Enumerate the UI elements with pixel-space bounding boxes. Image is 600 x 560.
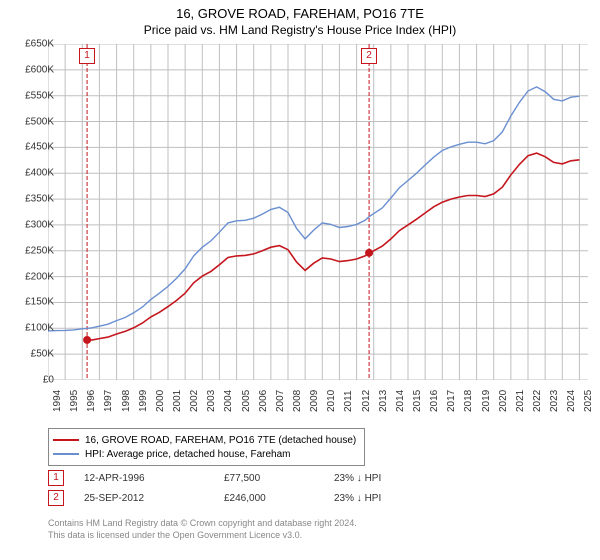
legend-row-0: 16, GROVE ROAD, FAREHAM, PO16 7TE (detac…	[53, 433, 356, 447]
y-tick-label: £350K	[25, 194, 54, 205]
chart-container: 16, GROVE ROAD, FAREHAM, PO16 7TE Price …	[0, 0, 600, 560]
x-tick-label: 2022	[532, 390, 543, 412]
x-tick-label: 2003	[206, 390, 217, 412]
y-tick-label: £0	[43, 375, 54, 386]
y-tick-label: £500K	[25, 116, 54, 127]
sales-date-1: 25-SEP-2012	[84, 493, 224, 504]
legend-swatch-0	[53, 439, 79, 441]
x-tick-label: 2018	[463, 390, 474, 412]
chart-marker: 1	[79, 48, 95, 64]
y-tick-label: £600K	[25, 64, 54, 75]
x-tick-label: 2009	[309, 390, 320, 412]
y-tick-label: £200K	[25, 271, 54, 282]
x-tick-label: 2004	[223, 390, 234, 412]
x-tick-label: 2023	[549, 390, 560, 412]
y-tick-label: £650K	[25, 39, 54, 50]
x-tick-label: 2013	[378, 390, 389, 412]
x-tick-label: 2010	[326, 390, 337, 412]
sales-diff-0: 23% ↓ HPI	[334, 473, 484, 484]
x-tick-label: 2007	[275, 390, 286, 412]
footnote-line2: This data is licensed under the Open Gov…	[48, 530, 357, 542]
x-tick-label: 1994	[52, 390, 63, 412]
y-tick-label: £150K	[25, 297, 54, 308]
title-line1: 16, GROVE ROAD, FAREHAM, PO16 7TE	[0, 6, 600, 23]
x-tick-label: 2000	[155, 390, 166, 412]
x-tick-label: 2025	[583, 390, 594, 412]
x-tick-label: 2001	[172, 390, 183, 412]
title-line2: Price paid vs. HM Land Registry's House …	[0, 23, 600, 39]
x-tick-label: 2011	[343, 390, 354, 412]
y-tick-label: £300K	[25, 219, 54, 230]
legend-label-0: 16, GROVE ROAD, FAREHAM, PO16 7TE (detac…	[85, 435, 356, 446]
x-tick-label: 1999	[138, 390, 149, 412]
sales-marker-0: 1	[48, 470, 64, 486]
x-tick-label: 1996	[86, 390, 97, 412]
sales-date-0: 12-APR-1996	[84, 473, 224, 484]
y-tick-label: £400K	[25, 168, 54, 179]
x-tick-label: 2015	[412, 390, 423, 412]
title-block: 16, GROVE ROAD, FAREHAM, PO16 7TE Price …	[0, 0, 600, 38]
x-tick-label: 2019	[481, 390, 492, 412]
sales-price-1: £246,000	[224, 493, 334, 504]
x-tick-label: 1995	[69, 390, 80, 412]
legend-box: 16, GROVE ROAD, FAREHAM, PO16 7TE (detac…	[48, 428, 365, 466]
sales-row-1: 2 25-SEP-2012 £246,000 23% ↓ HPI	[48, 488, 588, 508]
x-tick-label: 2012	[361, 390, 372, 412]
footnote-line1: Contains HM Land Registry data © Crown c…	[48, 518, 357, 530]
legend-swatch-1	[53, 453, 79, 455]
x-tick-label: 2005	[241, 390, 252, 412]
x-tick-label: 2016	[429, 390, 440, 412]
x-tick-label: 2024	[566, 390, 577, 412]
x-tick-label: 2008	[292, 390, 303, 412]
y-tick-label: £250K	[25, 245, 54, 256]
sales-row-0: 1 12-APR-1996 £77,500 23% ↓ HPI	[48, 468, 588, 488]
x-tick-label: 2006	[258, 390, 269, 412]
y-tick-label: £550K	[25, 90, 54, 101]
sales-table: 1 12-APR-1996 £77,500 23% ↓ HPI 2 25-SEP…	[48, 468, 588, 508]
x-tick-label: 2014	[395, 390, 406, 412]
y-tick-label: £100K	[25, 323, 54, 334]
x-tick-label: 1997	[103, 390, 114, 412]
chart-svg	[48, 44, 588, 380]
x-tick-label: 1998	[121, 390, 132, 412]
legend-row-1: HPI: Average price, detached house, Fare…	[53, 447, 356, 461]
sales-price-0: £77,500	[224, 473, 334, 484]
sales-marker-1: 2	[48, 490, 64, 506]
legend-label-1: HPI: Average price, detached house, Fare…	[85, 449, 291, 460]
y-tick-label: £450K	[25, 142, 54, 153]
x-tick-label: 2017	[446, 390, 457, 412]
x-tick-label: 2021	[515, 390, 526, 412]
footnote: Contains HM Land Registry data © Crown c…	[48, 518, 357, 541]
y-tick-label: £50K	[31, 349, 54, 360]
x-tick-label: 2020	[498, 390, 509, 412]
chart-marker: 2	[361, 48, 377, 64]
sales-diff-1: 23% ↓ HPI	[334, 493, 484, 504]
x-tick-label: 2002	[189, 390, 200, 412]
